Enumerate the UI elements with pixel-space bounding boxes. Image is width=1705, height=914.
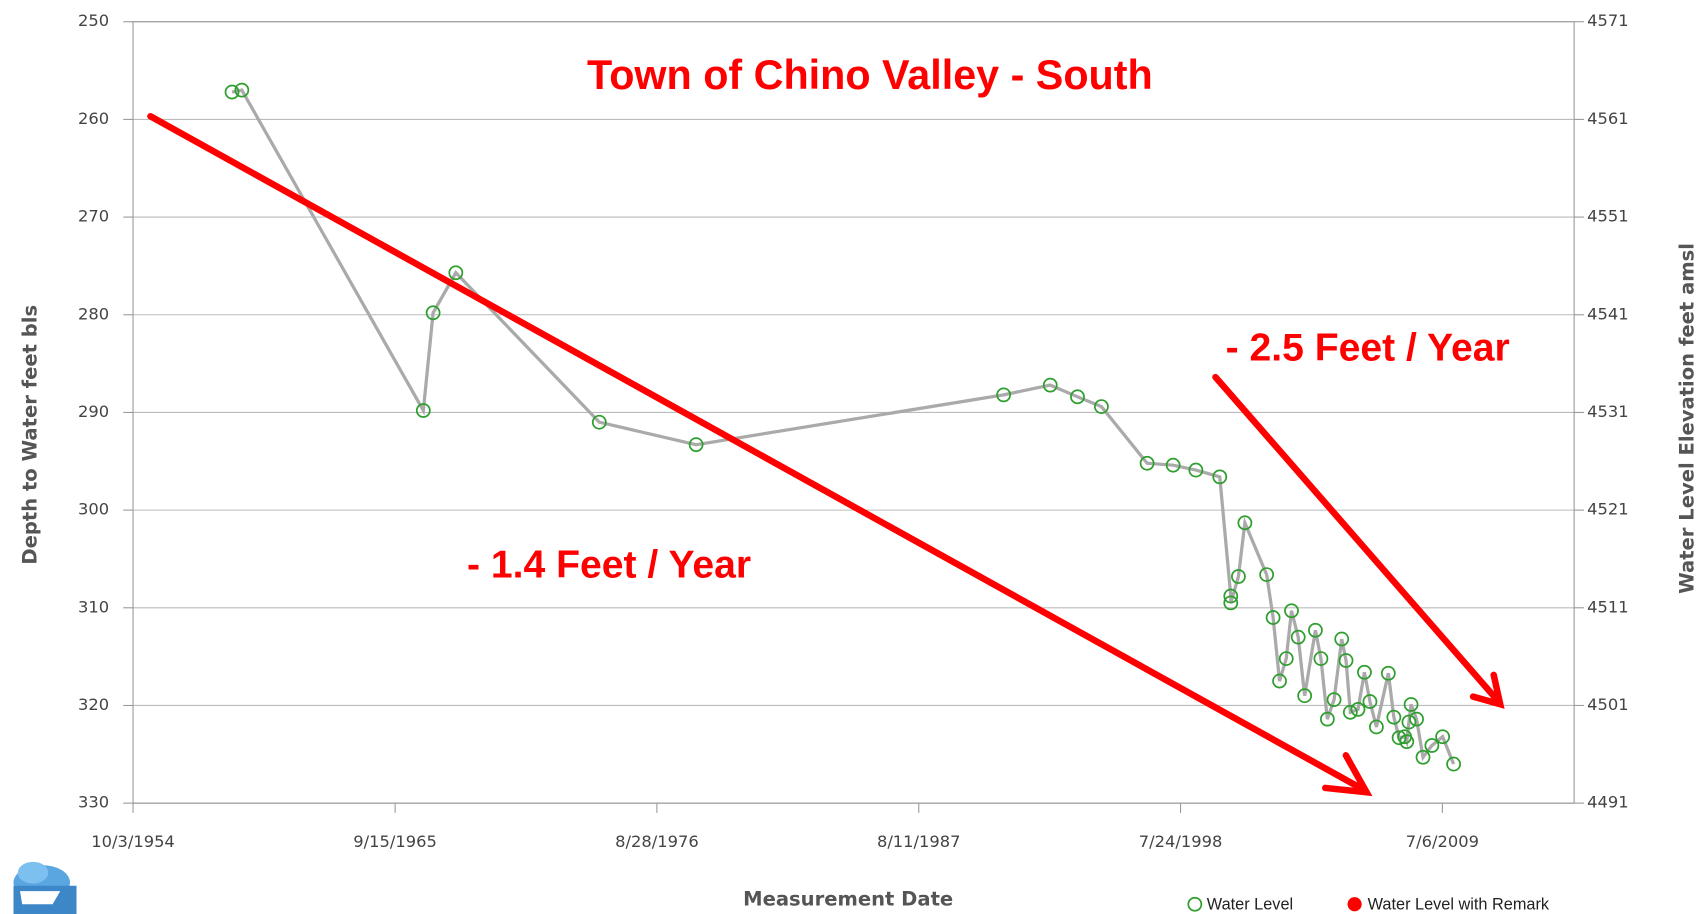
data-point [1290,629,1306,645]
y-tick-label: 250 [78,11,109,30]
legend-marker [1347,897,1362,912]
y2-axis-title: Water Level Elevation feet amsl [1676,243,1699,594]
plot-frame [132,21,1575,804]
y2-tick-label: 4551 [1587,207,1628,226]
y-tick-label: 330 [78,793,109,812]
data-point [1272,673,1287,689]
data-point [1094,399,1109,414]
legend-label: Water Level with Remark [1368,896,1550,914]
data-point [1342,704,1358,720]
data-point [1415,749,1431,765]
data-point [1362,694,1378,709]
legend: Water Level Water Level with Remark [1187,896,1550,914]
data-point [1278,651,1294,666]
logo [13,861,77,914]
data-point [1326,692,1342,707]
x-tick-label: 7/6/2009 [1406,832,1479,851]
data-point [1139,455,1155,471]
data-point [1401,714,1417,730]
data-point [1369,719,1384,735]
data-point [1265,610,1281,625]
y2-tick-label: 4561 [1587,109,1628,128]
data-point [415,403,431,418]
x-tick-label: 9/15/1965 [353,832,437,851]
data-point [1386,709,1402,725]
data-point [591,414,607,430]
y-tick-label: 270 [78,207,109,226]
data-point [448,265,464,281]
data-point [1357,664,1372,680]
data-point [1350,701,1366,717]
arrow-head [1469,671,1505,709]
trend-arrow [1212,373,1502,705]
x-tick-label: 8/28/1976 [615,832,699,851]
logo-sheet [20,891,61,905]
data-point [1284,603,1299,619]
logo-cloud [17,861,49,884]
data-point [1223,588,1239,604]
data-point [1409,711,1424,727]
x-tick-label: 10/3/1954 [91,832,175,851]
arrow-head [1321,752,1373,797]
data-point [1223,595,1239,611]
data-point [1403,697,1419,712]
y-tick-label: 260 [78,109,109,128]
data-point [1435,729,1451,745]
data-point [1313,651,1329,666]
y-tick-label: 310 [78,597,109,616]
data-point [1259,567,1275,582]
y-tick-label: 280 [78,304,109,323]
data-point [1237,515,1253,531]
data-point [224,84,240,100]
data-point [1165,457,1181,473]
data-point [1042,377,1058,393]
x-tick-label: 8/11/1987 [877,832,961,851]
y-axis-title: Depth to Water feet bls [18,305,41,565]
annotation: - 1.4 Feet / Year [467,544,751,587]
trend-arrows [147,113,1505,797]
data-point [1319,711,1335,727]
data-point [1399,734,1415,750]
y2-tick-label: 4531 [1587,402,1628,421]
y2-tick-label: 4511 [1587,597,1628,616]
data-point [234,82,250,98]
marks [224,82,1462,772]
y2-tick-label: 4501 [1587,695,1628,714]
data-point [1334,631,1350,647]
data-point [1070,389,1085,405]
data-point [425,305,441,321]
data-point [1424,738,1440,753]
y2-tick-label: 4521 [1587,500,1628,519]
x-tick-label: 7/24/1998 [1139,832,1223,851]
data-point [1188,462,1204,478]
data-point [1338,653,1354,668]
y2-tick-label: 4491 [1587,793,1628,812]
y-tick-label: 300 [78,500,109,519]
annotation: - 2.5 Feet / Year [1226,326,1510,369]
y2-tick-label: 4541 [1587,304,1628,323]
y2-tick-label: 4571 [1587,11,1628,30]
data-line [231,88,1456,765]
x-axis-title: Measurement Date [743,887,953,910]
y-tick-label: 290 [78,402,109,421]
y-tick-label: 320 [78,695,109,714]
legend-label: Water Level [1207,896,1293,914]
legend-marker [1187,896,1203,912]
data-point [1380,665,1396,681]
data-point [1297,688,1313,704]
data-point [1212,469,1228,485]
data-point [996,387,1012,403]
data-point [1231,569,1246,584]
chart-title: Town of Chino Valley - South [587,52,1153,98]
data-point [1391,730,1407,746]
data-point [688,437,704,453]
data-point [1308,622,1323,638]
trend-arrow [147,113,1368,794]
data-point [1446,756,1462,772]
